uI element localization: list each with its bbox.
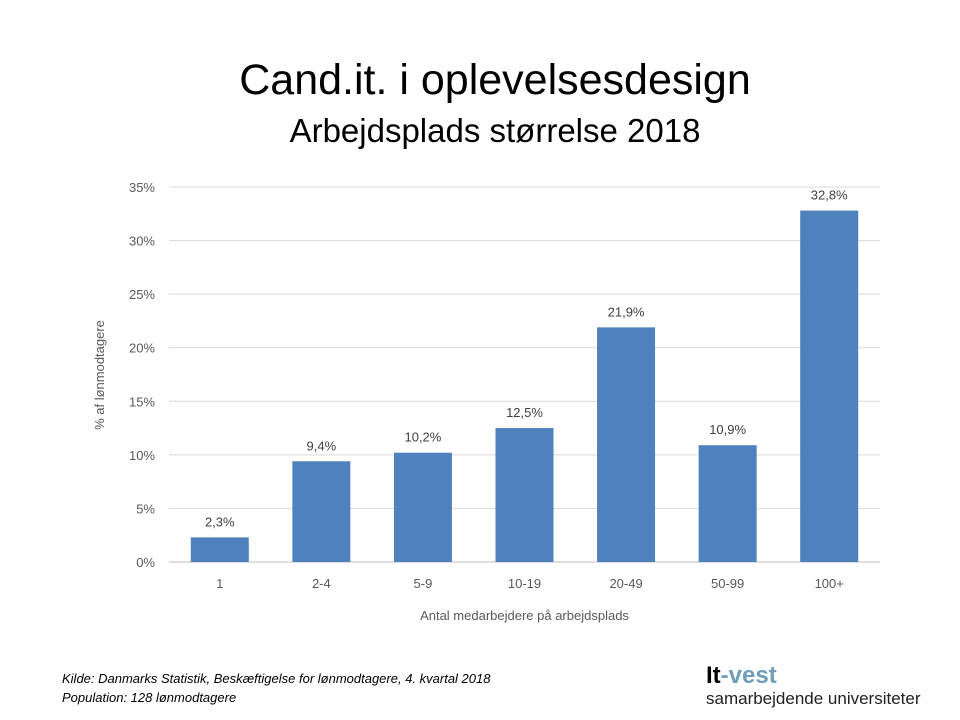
x-tick-label: 2-4: [312, 576, 331, 591]
source-text: Kilde: Danmarks Statistik, Beskæftigelse…: [62, 671, 491, 686]
bar: [292, 461, 351, 562]
x-tick-label: 50-99: [711, 576, 744, 591]
y-tick-label: 0%: [136, 555, 155, 570]
bar: [190, 537, 249, 562]
logo-part2: -vest: [720, 662, 777, 689]
y-tick-label: 15%: [129, 394, 155, 409]
y-axis-label: % af lønmodtagere: [92, 320, 107, 430]
data-label: 21,9%: [608, 304, 645, 319]
bar: [495, 428, 554, 562]
logo-part1: It: [706, 662, 721, 689]
x-tick-label: 100+: [815, 576, 844, 591]
x-tick-label: 20-49: [609, 576, 642, 591]
data-label: 12,5%: [506, 405, 543, 420]
data-label: 10,9%: [709, 422, 746, 437]
data-label: 10,2%: [404, 430, 441, 445]
population-text: Population: 128 lønmodtagere: [62, 690, 237, 705]
data-label: 9,4%: [307, 438, 337, 453]
y-tick-label: 30%: [129, 234, 155, 249]
y-tick-label: 10%: [129, 448, 155, 463]
bar: [597, 327, 656, 562]
source-note: Kilde: Danmarks Statistik, Beskæftigelse…: [62, 669, 490, 707]
y-tick-label: 20%: [129, 341, 155, 356]
x-tick-label: 5-9: [414, 576, 433, 591]
x-axis-label: Antal medarbejdere på arbejdsplads: [420, 608, 629, 623]
y-tick-label: 25%: [129, 287, 155, 302]
bar: [698, 445, 757, 562]
logo-tagline: samarbejdende universiteter: [706, 689, 921, 708]
data-label: 2,3%: [205, 514, 235, 529]
y-tick-label: 5%: [136, 501, 155, 516]
it-vest-logo: It-vest samarbejdende universiteter: [706, 664, 921, 710]
x-tick-label: 1: [216, 576, 223, 591]
chart-subtitle: Arbejdsplads størrelse 2018: [289, 112, 701, 149]
data-label: 32,8%: [811, 188, 848, 203]
bar: [393, 452, 452, 562]
bar: [800, 210, 859, 563]
x-tick-label: 10-19: [508, 576, 541, 591]
y-tick-label: 35%: [129, 180, 155, 195]
chart-title: Cand.it. i oplevelsesdesign: [239, 56, 751, 104]
